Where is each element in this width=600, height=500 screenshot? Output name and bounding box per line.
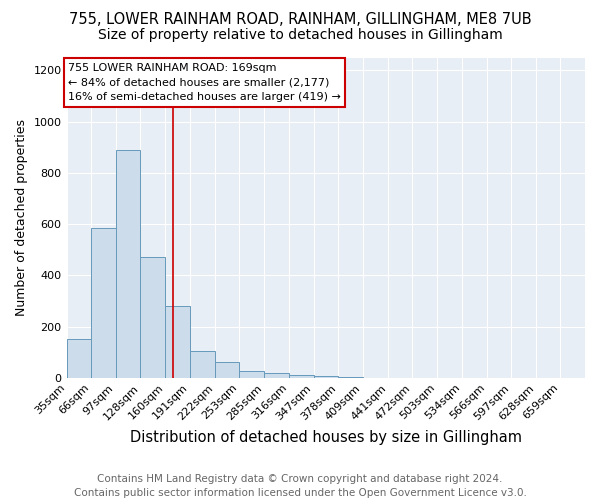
Text: Contains HM Land Registry data © Crown copyright and database right 2024.
Contai: Contains HM Land Registry data © Crown c… [74, 474, 526, 498]
Bar [190, 351, 215, 378]
Bar [91, 228, 116, 378]
Bar [265, 373, 289, 378]
X-axis label: Distribution of detached houses by size in Gillingham: Distribution of detached houses by size … [130, 430, 522, 445]
Y-axis label: Number of detached properties: Number of detached properties [15, 119, 28, 316]
Bar [289, 375, 314, 378]
Text: 755, LOWER RAINHAM ROAD, RAINHAM, GILLINGHAM, ME8 7UB: 755, LOWER RAINHAM ROAD, RAINHAM, GILLIN… [68, 12, 532, 28]
Bar [166, 306, 190, 378]
Bar [338, 376, 362, 378]
Text: Size of property relative to detached houses in Gillingham: Size of property relative to detached ho… [98, 28, 502, 42]
Bar [314, 376, 338, 378]
Bar [215, 362, 239, 378]
Bar [116, 150, 140, 378]
Bar [140, 258, 164, 378]
Bar [67, 340, 91, 378]
Bar [239, 370, 263, 378]
Text: 755 LOWER RAINHAM ROAD: 169sqm
← 84% of detached houses are smaller (2,177)
16% : 755 LOWER RAINHAM ROAD: 169sqm ← 84% of … [68, 62, 341, 102]
